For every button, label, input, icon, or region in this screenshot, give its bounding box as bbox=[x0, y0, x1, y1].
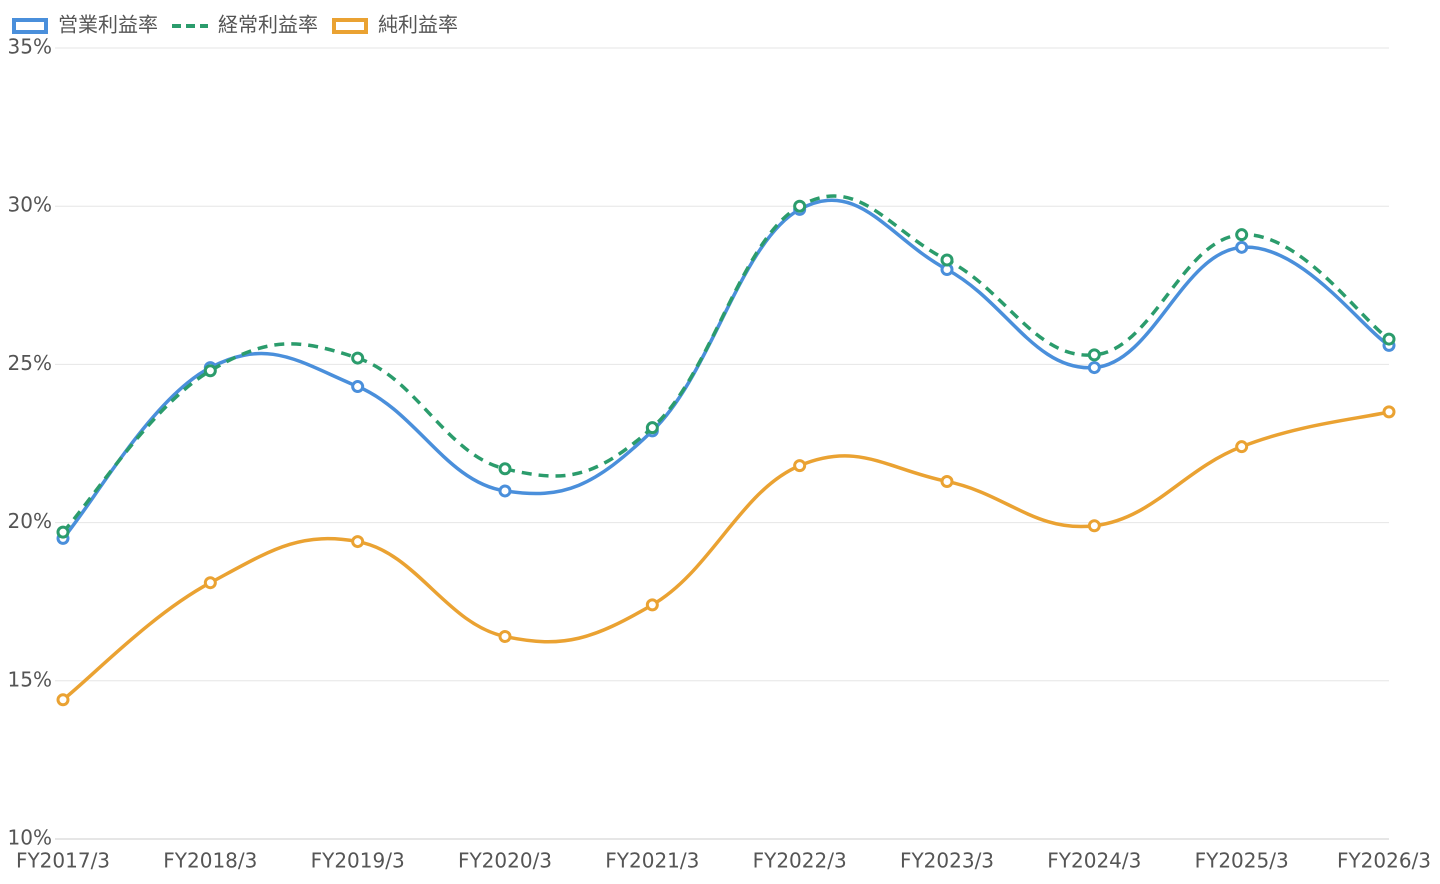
x-tick-label: FY2026/3 bbox=[1337, 849, 1431, 873]
data-point bbox=[1087, 348, 1101, 362]
data-point bbox=[1235, 228, 1249, 242]
x-tick-label: FY2024/3 bbox=[1047, 849, 1141, 873]
data-point bbox=[498, 462, 512, 476]
x-tick-label: FY2022/3 bbox=[753, 849, 847, 873]
x-tick-label: FY2025/3 bbox=[1195, 849, 1289, 873]
legend-swatch bbox=[332, 18, 368, 34]
data-point bbox=[56, 525, 70, 539]
x-tick-label: FY2021/3 bbox=[605, 849, 699, 873]
data-point bbox=[645, 421, 659, 435]
data-point bbox=[498, 484, 512, 498]
data-point bbox=[1087, 361, 1101, 375]
data-point bbox=[793, 459, 807, 473]
data-point bbox=[351, 351, 365, 365]
legend-label: 経常利益率 bbox=[218, 13, 318, 37]
y-tick-label: 20% bbox=[8, 509, 52, 533]
legend-swatch bbox=[12, 18, 48, 34]
data-point bbox=[203, 576, 217, 590]
data-point bbox=[498, 630, 512, 644]
y-tick-label: 15% bbox=[8, 667, 52, 691]
data-point bbox=[203, 364, 217, 378]
legend-label: 純利益率 bbox=[378, 13, 458, 37]
data-point bbox=[1087, 519, 1101, 533]
data-point bbox=[1382, 405, 1396, 419]
data-point bbox=[940, 474, 954, 488]
data-point bbox=[1235, 440, 1249, 454]
x-tick-label: FY2023/3 bbox=[900, 849, 994, 873]
data-point bbox=[56, 693, 70, 707]
y-tick-label: 10% bbox=[8, 826, 52, 850]
data-point bbox=[793, 199, 807, 213]
data-point bbox=[1235, 240, 1249, 254]
x-tick-label: FY2018/3 bbox=[163, 849, 257, 873]
data-point bbox=[351, 380, 365, 394]
series-line bbox=[61, 194, 1391, 534]
x-tick-label: FY2017/3 bbox=[16, 849, 110, 873]
y-tick-label: 35% bbox=[8, 35, 52, 59]
data-point bbox=[351, 535, 365, 549]
x-tick-label: FY2020/3 bbox=[458, 849, 552, 873]
series-line bbox=[61, 198, 1390, 540]
data-point bbox=[645, 598, 659, 612]
series-line bbox=[61, 410, 1390, 702]
data-point bbox=[940, 253, 954, 267]
y-tick-label: 30% bbox=[8, 193, 52, 217]
data-point bbox=[1382, 332, 1396, 346]
legend-label: 営業利益率 bbox=[58, 13, 158, 37]
y-tick-label: 25% bbox=[8, 351, 52, 375]
x-tick-label: FY2019/3 bbox=[311, 849, 405, 873]
